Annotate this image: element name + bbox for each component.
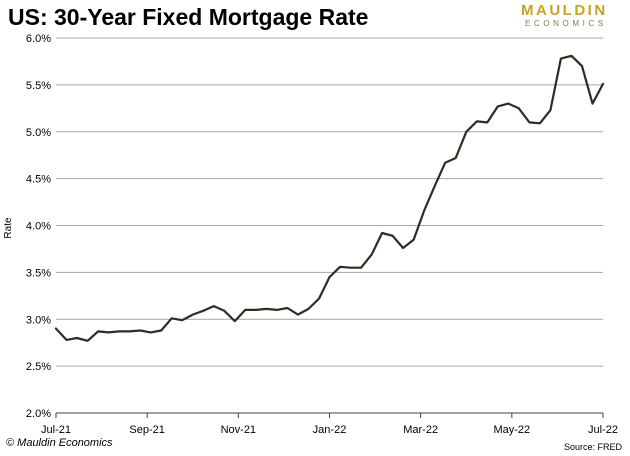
grid-lines — [56, 37, 603, 414]
x-tick-label: Sep-21 — [129, 424, 164, 436]
chart-title: US: 30-Year Fixed Mortgage Rate — [8, 4, 369, 30]
y-tick-label: 2.5% — [26, 361, 51, 373]
x-tick-label: May-22 — [493, 424, 530, 436]
y-tick-label: 3.5% — [26, 267, 51, 279]
source-note: Source: FRED — [563, 442, 622, 452]
y-tick-label: 3.0% — [26, 314, 51, 326]
y-tick-label: 2.0% — [26, 408, 51, 420]
x-tick-label: Jan-22 — [313, 424, 347, 436]
y-tick-label: 5.0% — [26, 127, 51, 139]
x-axis: Jul-21 Sep-21 Nov-21 Jan-22 Mar-22 May-22 Jul-… — [41, 412, 618, 436]
y-tick-label: 5.5% — [26, 80, 51, 92]
mauldin-logo: MAULDIN ECONOMICS — [521, 2, 625, 29]
series-line — [54, 54, 605, 342]
x-tick-label: Jul-21 — [41, 424, 71, 436]
logo-wordmark: MAULDIN — [521, 2, 608, 19]
y-tick-label: 4.5% — [26, 174, 51, 186]
copyright-credit: © Mauldin Economics — [6, 437, 113, 449]
x-tick-label: Mar-22 — [403, 424, 438, 436]
logo-subtitle: ECONOMICS — [525, 19, 607, 28]
y-tick-label: 6.0% — [26, 33, 51, 45]
y-axis-label: Rate — [3, 217, 14, 239]
series-layer — [54, 54, 605, 342]
x-tick-label: Jul-22 — [588, 424, 618, 436]
x-tick-label: Nov-21 — [221, 424, 256, 436]
y-tick-label: 4.0% — [26, 221, 51, 233]
y-axis-tick-labels: 2.0% 2.5% 3.0% 3.5% 4.0% 4.5% 5.0% 5.5% 6.0% — [26, 33, 51, 420]
